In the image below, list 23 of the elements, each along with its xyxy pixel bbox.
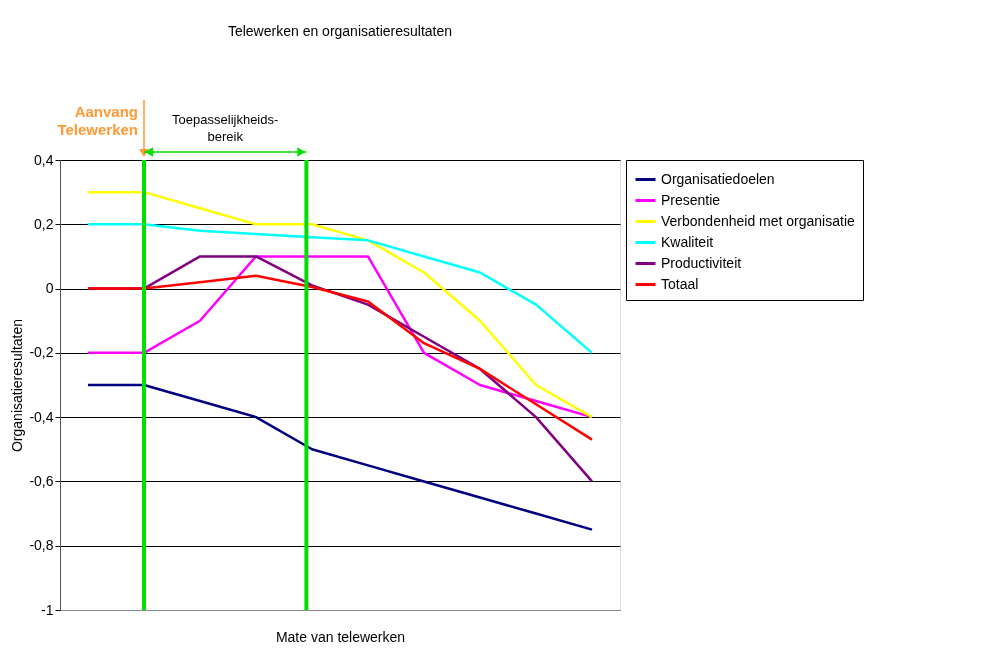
legend-label: Organisatiedoelen bbox=[661, 170, 775, 187]
line-series bbox=[86, 274, 594, 441]
legend-label: Totaal bbox=[661, 275, 699, 292]
y-tick-label: 0,4 bbox=[34, 151, 54, 168]
y-tick-label: -0,2 bbox=[29, 344, 54, 361]
x-axis-title: Mate van telewerken bbox=[275, 628, 406, 645]
legend-label: Productiviteit bbox=[661, 254, 742, 271]
line-series bbox=[86, 190, 594, 419]
text: Toepasselijkheids-bereik bbox=[172, 112, 279, 144]
line-series bbox=[86, 383, 594, 531]
y-tick-label: -0,6 bbox=[29, 472, 54, 489]
text: Aanvang Telewerken bbox=[57, 103, 138, 138]
legend-label: Kwaliteit bbox=[661, 233, 714, 250]
line-series bbox=[86, 223, 594, 355]
y-tick-label: -0,8 bbox=[29, 537, 54, 554]
y-tick-label: -0,4 bbox=[29, 408, 54, 425]
y-tick-label: 0 bbox=[45, 280, 54, 297]
y-tick-label: -1 bbox=[41, 601, 54, 618]
y-axis-title: Organisatieresultaten bbox=[9, 318, 26, 453]
legend-label: Verbondenheid met organisatie bbox=[661, 212, 856, 229]
y-tick-label: 0,2 bbox=[34, 215, 54, 232]
chart-title: Telewerken en organisatieresultaten bbox=[227, 23, 453, 40]
legend-label: Presentie bbox=[661, 191, 721, 208]
